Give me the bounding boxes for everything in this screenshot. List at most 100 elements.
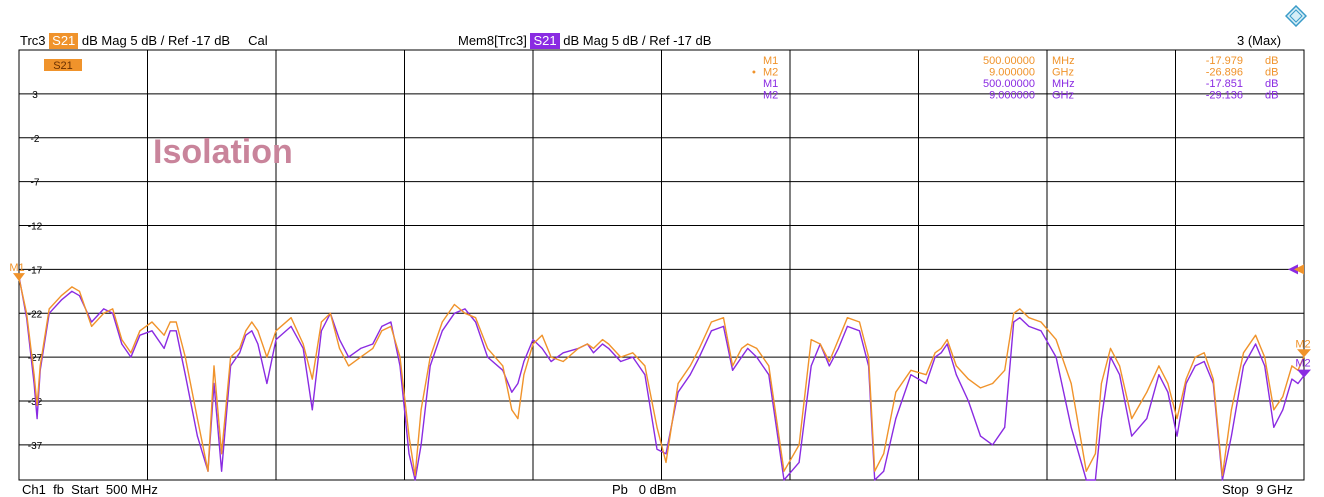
series-point	[1109, 347, 1112, 349]
series-point	[710, 330, 713, 332]
series-point	[689, 365, 691, 367]
mem-ref: Ref -17 dB	[649, 33, 712, 48]
series-point	[1273, 409, 1275, 411]
mem-name: Mem8[Trc3]	[458, 33, 527, 48]
series-point	[946, 339, 948, 341]
series-point	[338, 347, 341, 349]
y-tick-label: -7	[31, 178, 40, 189]
series-point	[550, 356, 552, 358]
series-point	[677, 382, 679, 385]
y-tick-label: -12	[28, 222, 43, 233]
trace-cal: Cal	[248, 33, 268, 48]
series-point	[1055, 339, 1057, 341]
series-point	[819, 343, 821, 345]
series-point	[577, 347, 580, 349]
series-point	[644, 365, 646, 367]
trace-ref: Ref -17 dB	[167, 33, 231, 48]
marker-unit: GHz	[1052, 90, 1074, 102]
series-point	[868, 356, 870, 358]
series-point	[828, 360, 830, 363]
series-point	[895, 418, 897, 420]
series-point	[1094, 479, 1096, 481]
series-point	[175, 321, 177, 323]
mem-param-badge[interactable]: S21	[530, 33, 560, 49]
series-point	[656, 448, 658, 450]
series-point	[768, 365, 770, 367]
series-point	[78, 295, 81, 297]
marker-freq: 500.00000	[983, 78, 1035, 90]
series-point	[858, 330, 861, 332]
y-tick-label: -37	[28, 441, 43, 452]
series-point	[360, 347, 362, 349]
marker-m1-label: M1	[9, 262, 24, 274]
series-point	[175, 330, 177, 332]
series-point	[967, 378, 970, 380]
power-value[interactable]: 0 dBm	[638, 482, 677, 497]
series-point	[992, 382, 994, 385]
series-point	[1167, 382, 1169, 385]
series-point	[1203, 352, 1205, 354]
series-point	[747, 347, 749, 349]
series-point	[828, 365, 830, 367]
series-point	[169, 321, 171, 323]
series-point	[275, 330, 277, 332]
series-point	[1131, 418, 1133, 420]
series-point	[1004, 369, 1006, 371]
trace-count: 3 (Max)	[1237, 33, 1282, 48]
trace-param-badge[interactable]: S21	[49, 33, 79, 49]
series-point	[381, 330, 383, 332]
stop-value[interactable]: 9 GHz	[1255, 482, 1293, 497]
marker-freq: 9.000000	[989, 67, 1035, 79]
series-point	[453, 303, 455, 306]
series-point	[541, 347, 543, 349]
series-point	[1040, 330, 1042, 332]
series-point	[601, 343, 604, 345]
series-point	[399, 356, 401, 358]
trace-label: S21	[53, 60, 73, 72]
series-point	[1013, 312, 1015, 314]
series-point	[245, 334, 247, 336]
series-point	[1070, 382, 1072, 385]
series-point	[151, 321, 153, 323]
chart-markers: M1 M2 M2	[9, 262, 1311, 378]
ref-arrow-memory	[1288, 264, 1298, 275]
series-point	[1221, 475, 1223, 477]
series-point	[1221, 479, 1223, 481]
series-point	[487, 356, 489, 358]
marker-unit: MHz	[1052, 78, 1075, 90]
marker-freq: 9.000000	[989, 90, 1035, 102]
series-point	[541, 334, 543, 336]
series-point	[348, 356, 350, 358]
marker-unit: GHz	[1052, 67, 1074, 79]
marker-value-unit: dB	[1265, 90, 1278, 102]
series-point	[1094, 453, 1096, 455]
series-point	[798, 461, 800, 463]
series-point	[360, 356, 362, 358]
series-point	[783, 479, 785, 481]
series-point	[967, 400, 970, 402]
start-value[interactable]: 500 MHz	[105, 482, 158, 497]
series-point	[632, 356, 634, 358]
series-point	[1255, 334, 1257, 336]
series-point	[1158, 374, 1160, 376]
footer-stop: Stop 9 GHz	[1222, 482, 1293, 497]
series-point	[239, 347, 241, 349]
footer-power: Pb 0 dBm	[612, 482, 676, 497]
series-point	[608, 347, 610, 349]
series-point	[372, 343, 374, 345]
series-point	[36, 418, 38, 420]
series-point	[846, 325, 849, 327]
series-point	[1146, 391, 1148, 393]
series-point	[562, 352, 564, 354]
series-point	[1176, 435, 1178, 437]
series-point	[1282, 396, 1284, 398]
marker-m2-mem-label: M2	[1295, 358, 1310, 370]
series-point	[810, 339, 812, 341]
series-line	[18, 278, 1305, 477]
series-point	[910, 374, 912, 376]
series-point	[837, 347, 840, 349]
series-point	[511, 391, 513, 393]
marker-name: M1	[763, 78, 778, 90]
series-point	[741, 356, 743, 358]
